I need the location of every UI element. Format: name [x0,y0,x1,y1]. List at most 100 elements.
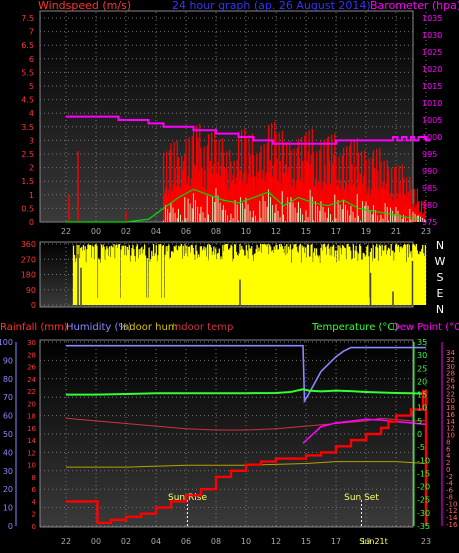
temperature-tick-label: 25 [417,364,427,373]
dew-point-tick-label: 32 [446,356,455,364]
rain-tick-label: 22 [27,388,36,396]
sun-set-label: Sun Set [344,493,379,503]
panel3-background [39,339,414,528]
left-tick-label: 4.5 [21,96,34,105]
dew-point-tick-label: 24 [446,383,455,391]
temperature-tick-label: -30 [417,509,430,518]
indoor-temp-title: Indoor temp [172,322,233,333]
humidity-tick-label: 10 [3,504,13,513]
left-tick-label: 6.5 [21,41,34,50]
x-tick-label: 22 [61,537,71,546]
left-tick-label: 6 [29,55,34,64]
right-tick-label: 985 [422,184,437,193]
temperature-tick-label: 35 [417,338,427,347]
right-tick-label: 990 [422,167,437,176]
dew-point-tick-label: 34 [446,349,455,357]
left-tick-label: 0 [29,218,34,227]
dew-point-tick-label: 4 [446,452,451,460]
temperature-tick-label: -25 [417,496,430,505]
rain-tick-label: 8 [32,474,36,482]
x-tick-label: 17 [331,537,341,546]
x-tick-label: 06 [181,537,191,546]
sun-set-tick-label: Sun21t [359,537,388,546]
direction-tick-label: 90 [26,286,36,295]
temperature-tick-label: 5 [417,417,422,426]
rain-tick-label: 4 [32,498,37,506]
direction-tick-label: 180 [21,271,36,280]
rain-tick-label: 16 [27,425,36,433]
humidity-tick-label: 40 [3,448,13,457]
dew-point-tick-label: 10 [446,432,455,440]
compass-label: N [436,303,444,316]
left-tick-label: 2 [29,164,34,173]
x-tick-label: 10 [241,537,251,546]
temperature-tick-label: 15 [417,391,427,400]
right-tick-label: 1010 [422,99,442,108]
humidity-tick-label: 100 [0,338,13,347]
right-tick-label: 975 [422,218,437,227]
panel3-marks: Sun Rise Sun Set [65,344,428,527]
dew-point-tick-label: 12 [446,425,455,433]
left-tick-label: 4 [29,109,34,118]
right-tick-label: 1015 [422,82,442,91]
right-tick-label: 1000 [422,133,442,142]
humidity-tick-label: 0 [8,522,13,531]
left-tick-label: 3 [29,136,34,145]
dew-point-tick-label: -4 [446,480,454,488]
dew-point-tick-label: -14 [446,514,458,522]
temperature-tick-label: 30 [417,351,427,360]
temperature-tick-label: -5 [417,443,425,452]
x-tick-label: 17 [331,227,341,236]
rain-tick-label: 30 [27,339,36,347]
temperature-tick-label: -10 [417,456,430,465]
x-tick-label: 15 [301,227,311,236]
dew-point-tick-label: -10 [446,500,457,508]
rainfall-axis-title: Rainfall (mm) [0,322,68,333]
rainfall-line [66,389,428,526]
temperature-tick-label: 10 [417,404,427,413]
dew-point-line [302,418,427,444]
compass-label: N [436,239,444,252]
rain-tick-label: 20 [27,400,36,408]
left-tick-label: 7 [29,28,34,37]
left-tick-label: 2.5 [21,150,34,159]
x-tick-label: 02 [121,537,131,546]
dew-point-tick-label: -8 [446,493,453,501]
humidity-tick-label: 30 [3,467,13,476]
rain-tick-label: 2 [32,511,36,519]
dew-point-tick-label: 22 [446,390,455,398]
x-tick-label: 08 [211,227,221,236]
temperature-tick-label: 0 [417,430,422,439]
rain-tick-label: 14 [27,437,36,445]
dew-point-tick-label: 16 [446,411,455,419]
dew-point-tick-label: -6 [446,487,454,495]
x-tick-label: 00 [91,537,101,546]
dew-point-tick-label: 14 [446,418,455,426]
x-tick-label: 04 [151,227,161,236]
dew-point-tick-label: 28 [446,370,455,378]
barometer-axis-title: Barometer (hpa) [370,0,459,12]
compass-label: E [437,287,444,300]
barometer-line [66,115,431,145]
temperature-line [66,388,427,396]
dew-point-tick-label: 0 [446,466,450,474]
x-tick-label: 00 [91,227,101,236]
dew-point-tick-label: 2 [446,459,450,467]
humidity-tick-label: 90 [3,356,13,365]
humidity-line [66,344,426,404]
dew-point-tick-label: -12 [446,507,457,515]
dew-point-tick-label: 30 [446,363,455,371]
sun-rise-label: Sun Rise [168,493,207,503]
rain-tick-label: 6 [32,486,37,494]
direction-tick-label: 360 [21,240,36,249]
rain-tick-label: 18 [27,413,36,421]
humidity-tick-label: 50 [3,430,13,439]
x-tick-label: 10 [241,227,251,236]
chart-title: 24 hour graph (ap. 26 August 2014) [172,0,371,12]
indoor-hum-title: Indoor hum [120,322,178,333]
temperature-tick-label: 20 [417,377,427,386]
x-tick-label: 21 [391,227,401,236]
